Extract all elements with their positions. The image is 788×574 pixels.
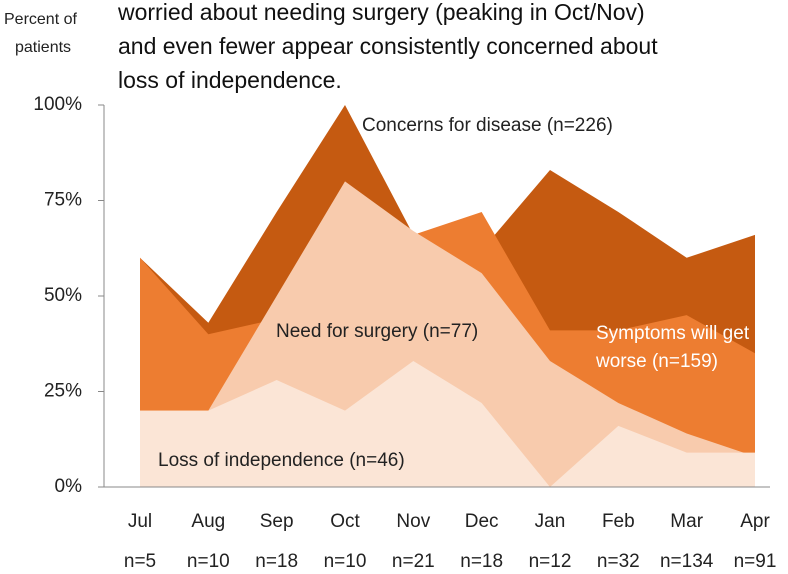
- title: worried about needing surgery (peaking i…: [117, 0, 645, 25]
- x-tick-label: Dec: [465, 511, 499, 532]
- sample-size: n=5: [124, 551, 156, 572]
- sample-size: n=18: [460, 551, 503, 572]
- y-tick-label: 25%: [44, 381, 82, 402]
- y-label: patients: [15, 39, 71, 56]
- y-tick-label: 50%: [44, 285, 82, 306]
- x-tick-label: Apr: [740, 511, 770, 532]
- x-tick-label: Jul: [128, 511, 152, 532]
- sample-size: n=10: [187, 551, 230, 572]
- x-tick-label: Aug: [191, 511, 225, 532]
- series-label: Loss of independence (n=46): [158, 450, 405, 471]
- title: loss of independence.: [118, 67, 342, 93]
- series-label: Concerns for disease (n=226): [362, 115, 613, 136]
- x-tick-label: Feb: [602, 511, 635, 532]
- area: [140, 360, 755, 487]
- sample-size: n=18: [255, 551, 298, 572]
- series-label-box: Symptoms will get worse (n=159): [596, 323, 750, 372]
- x-tick-label: Sep: [260, 511, 294, 532]
- sample-size: n=134: [660, 551, 714, 572]
- x-tick-label: Nov: [396, 511, 430, 532]
- series-label: Symptoms will get worse (n=159): [596, 323, 750, 372]
- sample-size: n=91: [734, 551, 777, 572]
- x-tick-label: Jan: [535, 511, 566, 532]
- sample-size: n=12: [529, 551, 572, 572]
- sample-size: n=10: [324, 551, 367, 572]
- series-label: Need for surgery (n=77): [276, 321, 478, 342]
- sample-size: n=32: [597, 551, 640, 572]
- y-tick-label: 100%: [33, 94, 82, 115]
- y-tick-label: 0%: [55, 476, 83, 497]
- y-label: Percent of: [4, 11, 77, 28]
- x-tick-label: Oct: [330, 511, 360, 532]
- x-tick-label: Mar: [670, 511, 703, 532]
- y-tick-label: 75%: [44, 190, 82, 211]
- sample-size: n=21: [392, 551, 435, 572]
- title: and even fewer appear consistently conce…: [118, 33, 658, 59]
